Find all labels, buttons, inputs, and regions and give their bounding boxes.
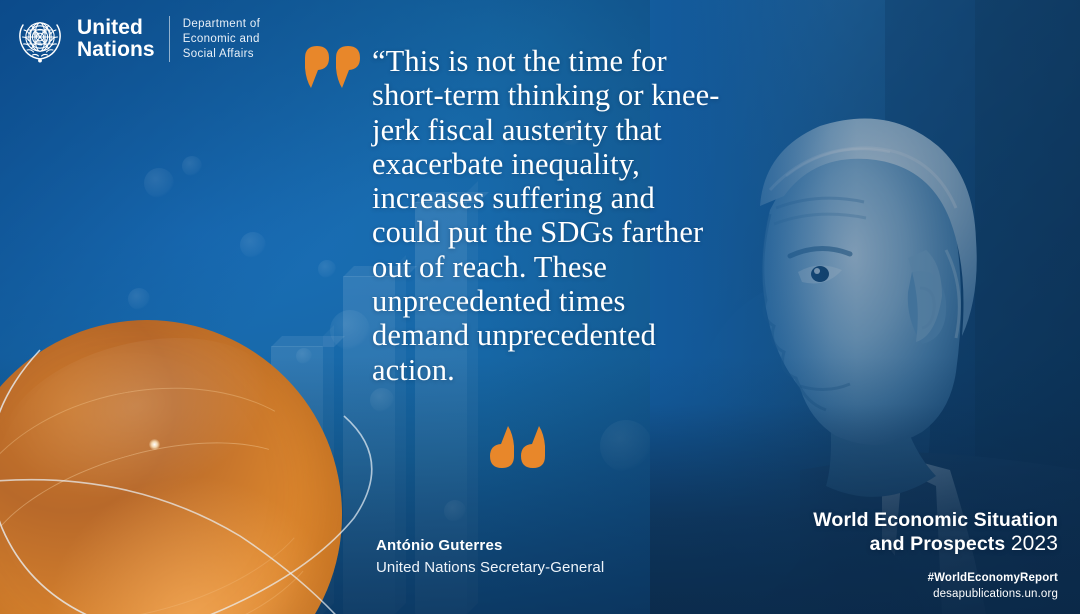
un-name-line2: Nations — [77, 38, 155, 61]
orange-globe-icon — [0, 311, 356, 614]
close-quote-icon — [487, 424, 547, 470]
un-desa-logo: United Nations Department of Economic an… — [14, 13, 260, 65]
report-title-line2: and Prospects 2023 — [813, 532, 1058, 556]
quote-text: “This is not the time for short-term thi… — [372, 44, 720, 387]
report-meta: #WorldEconomyReport desapublications.un.… — [813, 571, 1058, 602]
report-title-line1: World Economic Situation — [813, 509, 1058, 531]
report-title-block: World Economic Situation and Prospects 2… — [813, 508, 1058, 602]
un-name-line1: United — [77, 16, 143, 39]
globe-glint — [148, 438, 160, 450]
un-department-name: Department of Economic and Social Affair… — [183, 17, 260, 62]
un-emblem-icon — [14, 13, 66, 65]
report-title-line2-text: and Prospects — [869, 533, 1006, 555]
dept-line2: Economic and — [182, 32, 260, 45]
bokeh-circle — [144, 168, 174, 198]
logo-divider — [168, 16, 170, 62]
bokeh-circle — [128, 288, 150, 310]
bokeh-circle — [330, 310, 370, 350]
dept-line1: Department of — [182, 17, 261, 30]
author-title: United Nations Secretary-General — [376, 559, 605, 576]
quote-attribution: António Guterres United Nations Secretar… — [376, 537, 604, 576]
report-year: 2023 — [1010, 532, 1058, 555]
un-organization-name: United Nations — [77, 17, 155, 61]
report-hashtag: #WorldEconomyReport — [927, 572, 1058, 584]
bokeh-circle — [318, 260, 336, 278]
bokeh-circle — [182, 156, 202, 176]
author-name: António Guterres — [376, 537, 503, 554]
dept-line3: Social Affairs — [182, 47, 254, 60]
globe-orbit-lines — [0, 349, 373, 614]
open-quote-icon — [303, 44, 363, 90]
bokeh-circle — [240, 232, 266, 258]
report-url[interactable]: desapublications.un.org — [933, 587, 1058, 600]
